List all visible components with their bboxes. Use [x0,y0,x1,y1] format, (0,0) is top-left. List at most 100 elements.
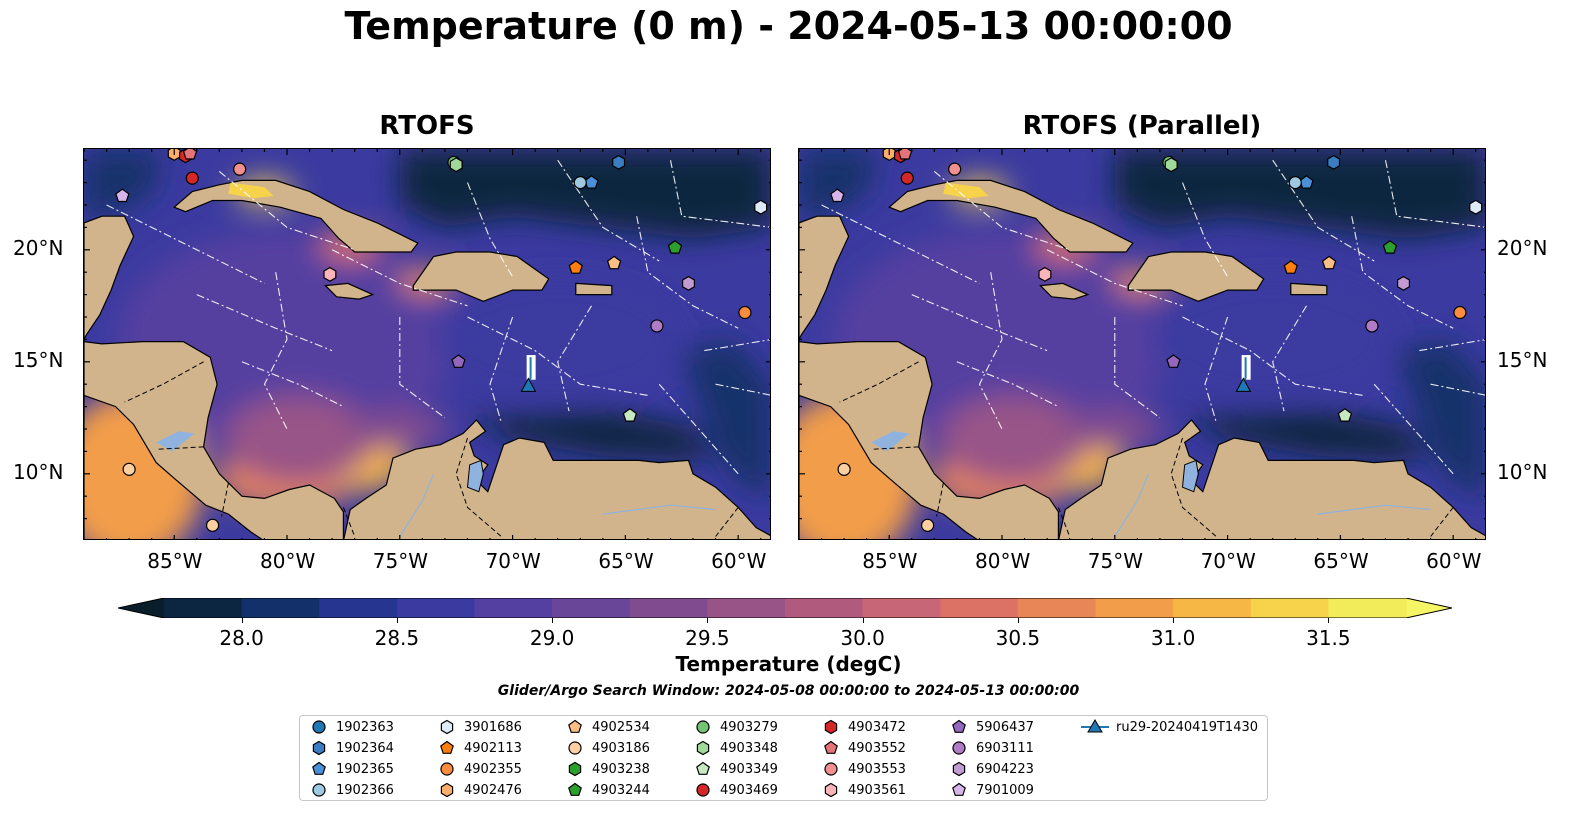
colorbar-tick-label: 29.5 [685,626,730,650]
legend-entry: 1902363 [312,717,394,737]
legend-marker-icon [568,719,582,733]
argo-float-marker [182,149,198,160]
legend-entry: 6904223 [952,759,1034,779]
colorbar-segment [785,598,864,618]
eez-boundaries [821,159,1485,475]
x-tick-label: 75°W [1087,549,1144,573]
colorbar-tick [552,618,554,623]
legend-label: 4903552 [848,740,906,756]
argo-float-marker [185,171,199,185]
x-tick-label: 75°W [372,549,429,573]
colorbar-tick [1017,618,1019,623]
legend-entry: 4902534 [568,717,650,737]
land-layer [84,179,770,539]
colorbar-tick [1328,618,1330,623]
argo-float-marker [920,518,935,532]
argo-float-marker [650,319,664,333]
legend-marker-icon [824,782,838,798]
legend-marker-icon [824,719,838,735]
argo-float-marker [573,175,587,190]
legend-marker-icon [568,761,582,777]
argo-float-marker [115,188,130,203]
legend-label: 3901686 [464,719,522,735]
argo-float-marker [900,171,914,185]
y-tick-label-left: 10°N [13,459,64,484]
legend-label: ru29-20240419T1430 [1116,719,1259,735]
colorbar-tick [1173,618,1175,623]
argo-float-marker [622,408,638,422]
map-panel-rtofs [83,148,771,540]
legend-entry: 4903469 [696,780,778,800]
legend-entry: 4903553 [824,759,906,779]
colorbar-segment [940,598,1019,618]
argo-float-marker [1038,266,1052,282]
legend-entry: 6903111 [952,738,1034,758]
colorbar-tick-label: 31.0 [1150,626,1196,650]
y-tick-label-right: 15°N [1497,347,1548,372]
argo-float-marker [1396,275,1411,291]
glider-position-marker [520,377,537,392]
legend-entry: 4903238 [568,759,650,779]
legend-label: 6904223 [976,761,1034,777]
argo-float-marker [1288,175,1302,190]
legend-entry: 4903472 [824,717,906,737]
legend-label: 1902364 [336,740,394,756]
x-tick-label: 60°W [1426,549,1482,573]
colorbar-segment [862,598,941,618]
legend-label: 4903349 [720,761,778,777]
colorbar-segment [474,598,553,618]
colorbar-tick [241,618,243,623]
legend-label: 6903111 [976,740,1034,756]
legend-label: 4903553 [848,761,906,777]
argo-float-marker [1382,240,1398,254]
legend-marker-icon [312,720,326,734]
legend-marker-icon [1081,719,1109,733]
legend-marker-icon [952,782,966,796]
legend-entry: 7901009 [952,780,1034,800]
colorbar-segment [1328,598,1407,618]
colorbar-tick-label: 31.5 [1306,626,1351,650]
legend-entry: 4903348 [696,738,778,758]
legend-entry: 4902113 [440,738,522,758]
x-tick-label: 85°W [862,549,918,573]
colorbar-segment [319,598,398,618]
legend-entry: 4903349 [696,759,778,779]
axis-ticks [799,149,1485,539]
legend-marker-icon [440,719,454,735]
legend-entry: 3901686 [440,717,522,737]
colorbar [117,597,1453,619]
y-tick-label-right: 20°N [1497,235,1548,260]
legend-label: 4903561 [848,782,906,798]
argo-float-marker [612,154,626,170]
legend-marker-icon [696,740,710,756]
x-tick-label: 80°W [975,549,1031,573]
argo-float-marker [122,462,136,476]
argo-float-marker [738,305,752,320]
colorbar-label: Temperature (degC) [675,652,902,676]
legend-marker-icon [568,782,582,796]
argo-float-marker [606,255,622,270]
colorbar-segment [1017,598,1096,618]
argo-float-marker [451,354,466,368]
legend-entry: 5906437 [952,717,1034,737]
legend-label: 1902365 [336,761,394,777]
colorbar-segment [164,598,243,618]
argo-float-marker [754,199,768,215]
axis-ticks [84,149,770,539]
argo-float-marker [205,518,220,532]
argo-float-marker [948,162,962,176]
colorbar-segment [1095,598,1174,618]
country-borders [124,361,739,537]
colorbar-svg [117,597,1453,619]
legend-entry: 4903279 [696,717,778,737]
legend-entry: 4903186 [568,738,650,758]
legend-marker-icon [568,741,582,755]
argo-float-marker [1166,354,1181,368]
argo-float-marker [837,462,851,476]
colorbar-tick [862,618,864,623]
map-panel-rtofs-parallel [798,148,1486,540]
legend-marker-icon [824,740,838,754]
legend-label: 4903186 [592,740,650,756]
legend-entry: 1902364 [312,738,394,758]
argo-float-marker [897,149,913,160]
